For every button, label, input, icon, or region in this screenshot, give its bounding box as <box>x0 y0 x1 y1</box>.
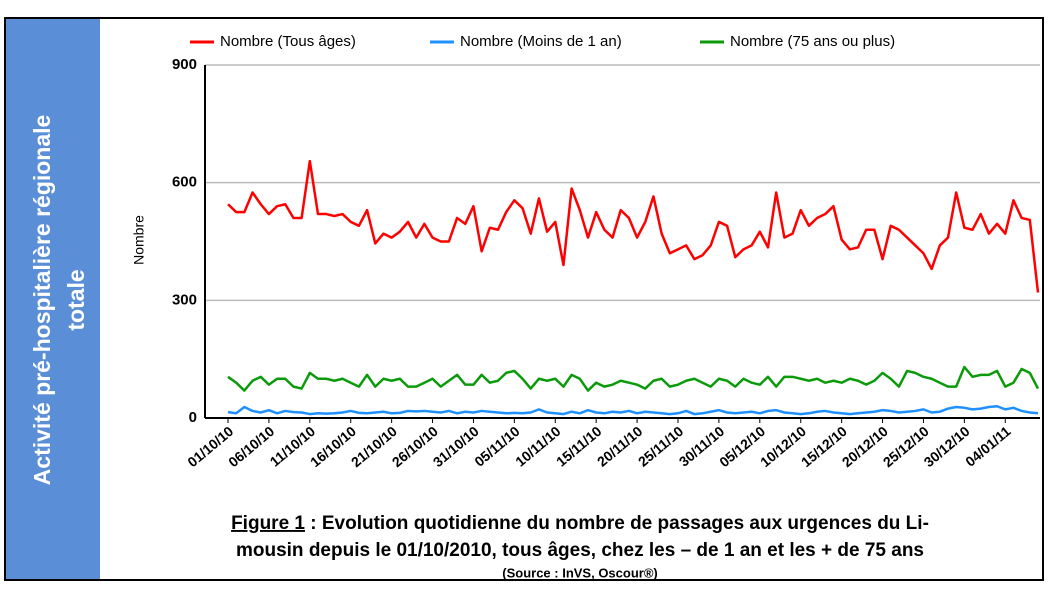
series-line <box>227 159 1040 293</box>
legend-label: Nombre (Tous âges) <box>220 33 356 50</box>
series-line <box>227 404 1039 416</box>
caption-figure: Figure 1 <box>231 513 305 534</box>
frame <box>4 17 1044 581</box>
sidebar <box>6 19 100 579</box>
sidebar-text: Activité pré-hospitalière régionale <box>29 115 55 486</box>
sidebar-text: totale <box>63 269 89 330</box>
y-axis-label: Nombre <box>131 215 147 265</box>
y-tick-label: 900 <box>172 56 197 73</box>
legend-label: Nombre (75 ans ou plus) <box>730 33 895 50</box>
legend-label: Nombre (Moins de 1 an) <box>460 33 622 50</box>
caption-line: mousin depuis le 01/10/2010, tous âges, … <box>236 540 924 561</box>
y-tick-label: 0 <box>189 409 197 426</box>
y-tick-label: 600 <box>172 174 197 191</box>
series-line <box>227 365 1040 392</box>
caption: Figure 1 : Evolution quotidienne du nomb… <box>231 513 929 534</box>
caption-line: : Evolution quotidienne du nombre de pas… <box>305 513 929 534</box>
caption-source: (Source : InVS, Oscour®) <box>502 565 658 580</box>
y-tick-label: 300 <box>172 291 197 308</box>
